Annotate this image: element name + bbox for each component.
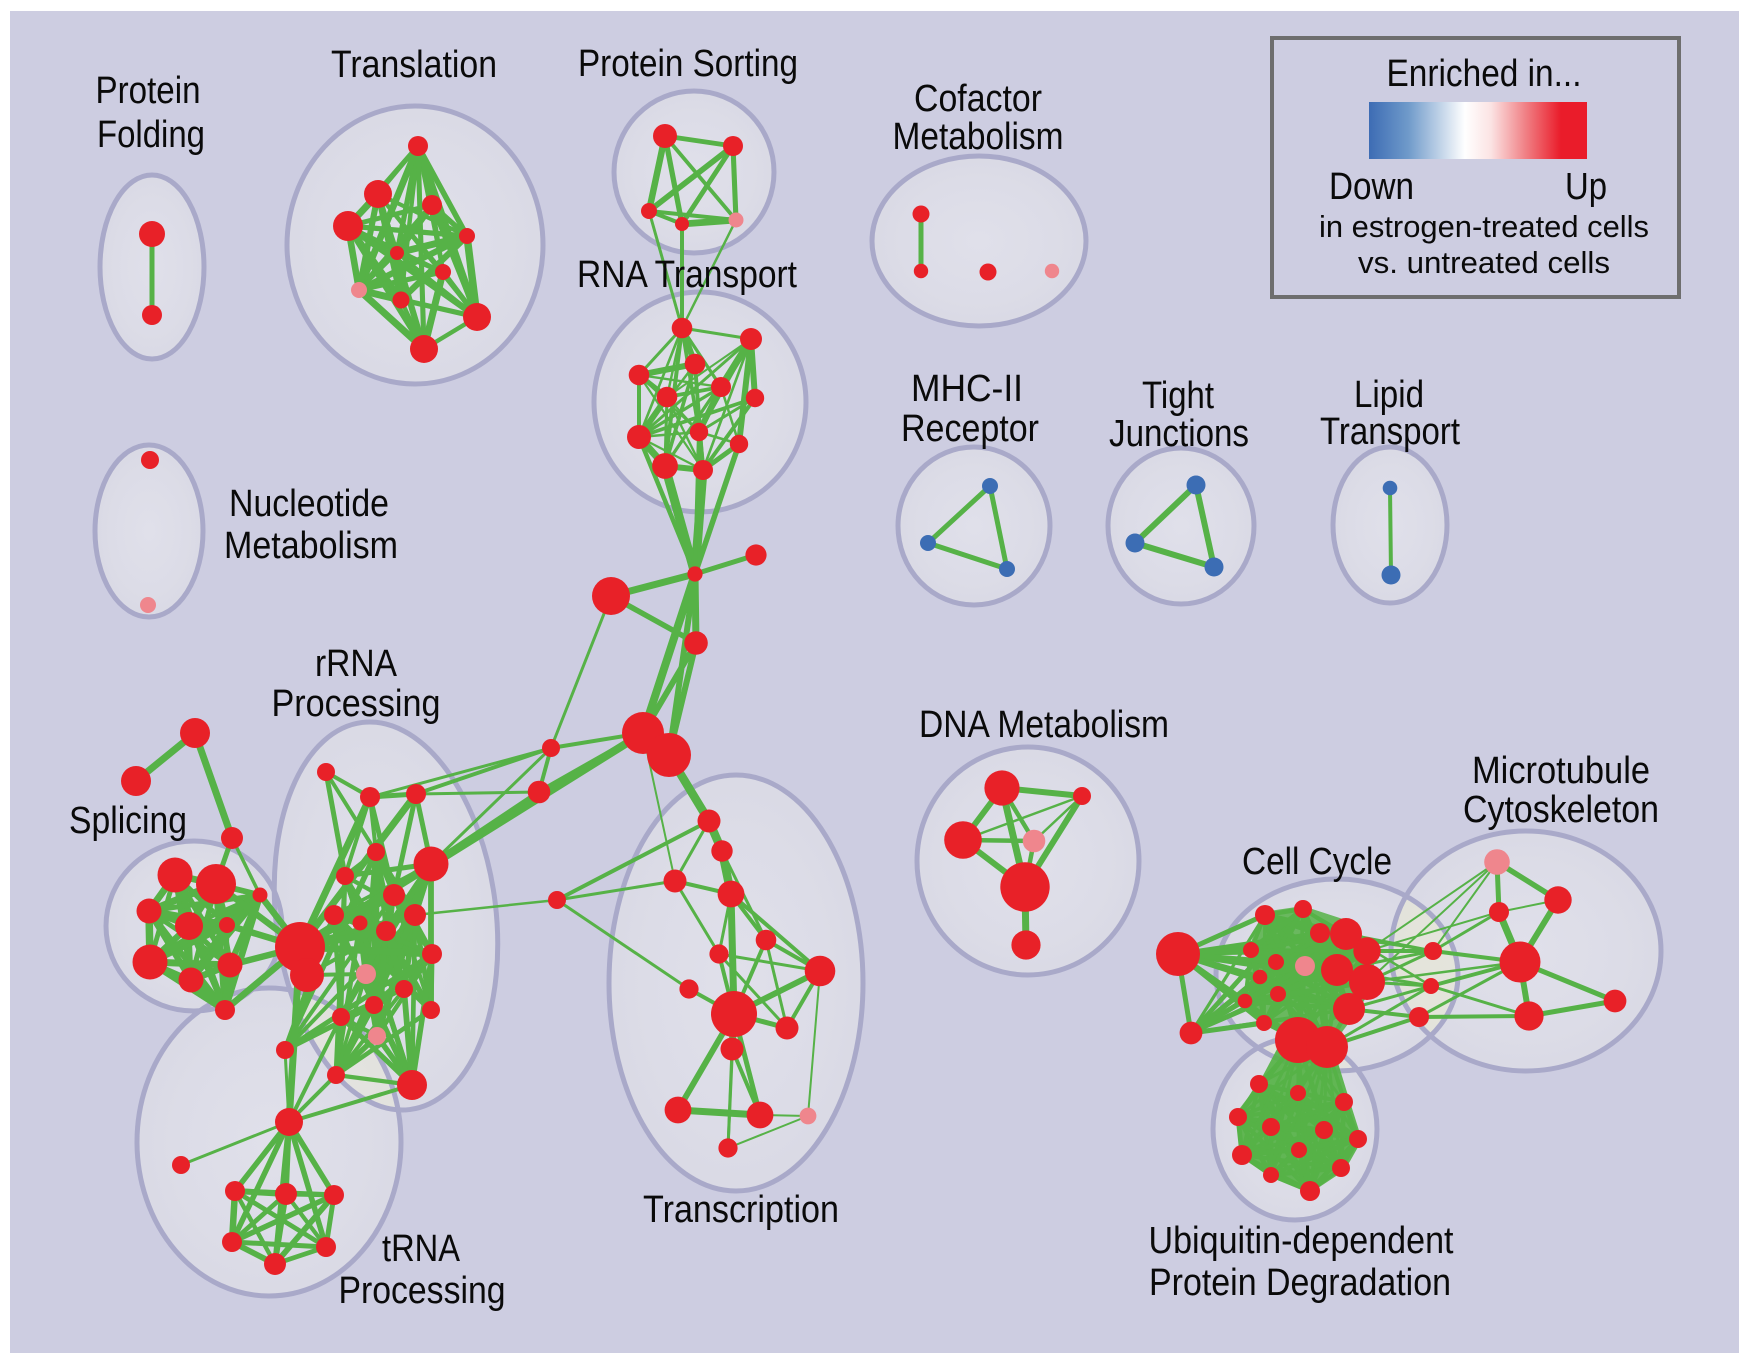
svg-text:Receptor: Receptor [901,408,1039,450]
svg-text:Folding: Folding [97,114,205,156]
svg-text:DNA Metabolism: DNA Metabolism [919,704,1169,746]
svg-text:Processing: Processing [272,683,441,725]
svg-text:tRNA: tRNA [382,1228,461,1270]
svg-text:Translation: Translation [331,44,497,86]
svg-text:in estrogen-treated cells: in estrogen-treated cells [1319,209,1649,244]
svg-text:Splicing: Splicing [69,800,187,842]
svg-text:RNA Transport: RNA Transport [577,254,797,296]
svg-text:Transcription: Transcription [643,1189,839,1231]
svg-text:vs. untreated cells: vs. untreated cells [1358,245,1610,280]
svg-text:Junctions: Junctions [1109,413,1249,455]
svg-text:rRNA: rRNA [315,643,398,685]
svg-text:Up: Up [1565,166,1607,208]
svg-text:Protein Degradation: Protein Degradation [1149,1262,1451,1304]
svg-text:Lipid: Lipid [1354,374,1424,416]
svg-text:Metabolism: Metabolism [893,116,1064,158]
svg-text:Down: Down [1329,166,1414,208]
svg-text:Transport: Transport [1320,411,1460,453]
svg-text:Nucleotide: Nucleotide [229,483,389,525]
svg-text:Protein: Protein [96,70,201,112]
svg-text:Microtubule: Microtubule [1472,750,1650,792]
svg-text:Processing: Processing [339,1270,506,1312]
svg-text:Cytoskeleton: Cytoskeleton [1463,789,1659,831]
svg-text:Protein Sorting: Protein Sorting [578,43,798,85]
svg-text:Ubiquitin-dependent: Ubiquitin-dependent [1149,1220,1454,1262]
svg-text:Enriched in...: Enriched in... [1387,53,1582,95]
svg-text:Cell Cycle: Cell Cycle [1242,841,1392,883]
svg-text:Metabolism: Metabolism [224,525,398,567]
svg-text:Tight: Tight [1142,375,1214,417]
svg-text:Cofactor: Cofactor [914,78,1042,120]
svg-text:MHC-II: MHC-II [911,368,1023,410]
